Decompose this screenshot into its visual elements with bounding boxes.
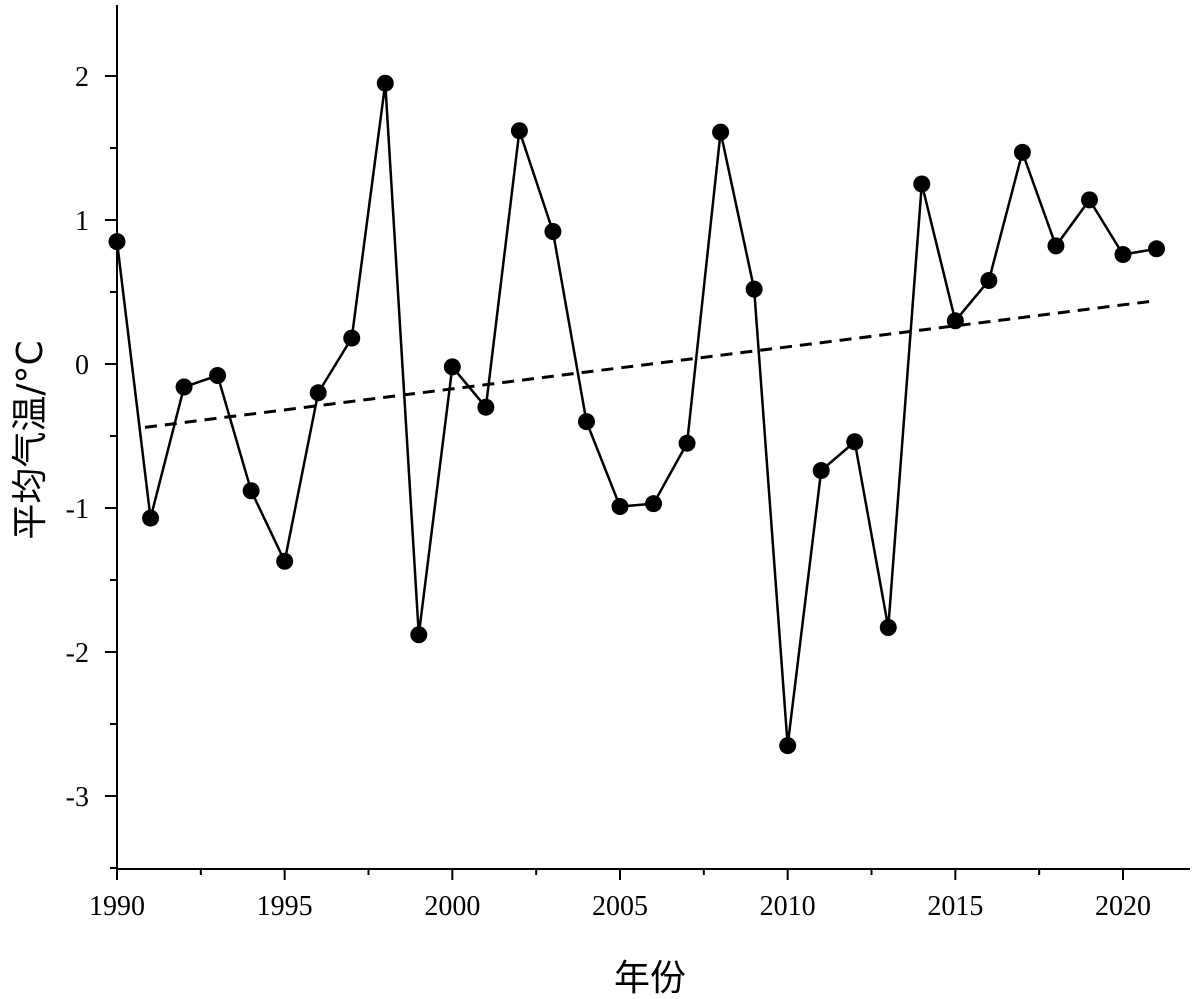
data-point: [343, 329, 361, 347]
x-tick-label: 2020: [1095, 891, 1151, 922]
data-point: [209, 367, 227, 385]
data-point: [678, 434, 696, 452]
data-point: [544, 223, 562, 241]
data-point: [242, 482, 260, 500]
data-point: [410, 626, 428, 644]
axes: [116, 5, 1190, 870]
data-point: [745, 280, 763, 298]
data-point: [779, 737, 797, 755]
data-point: [879, 619, 897, 637]
data-point: [276, 552, 294, 570]
y-axis-title: 平均气温/°C: [10, 340, 51, 539]
x-axis-title: 年份: [614, 958, 686, 999]
y-tick-label: -1: [66, 494, 89, 525]
series-layer: [108, 74, 1166, 755]
y-tick-label: -2: [66, 638, 89, 669]
data-point: [1080, 191, 1098, 209]
y-tick-label: -3: [66, 782, 89, 813]
data-point: [376, 74, 394, 92]
data-point: [142, 509, 160, 527]
data-point: [611, 498, 629, 516]
data-point: [1013, 143, 1031, 161]
x-tick-label: 2015: [927, 891, 983, 922]
data-point: [309, 384, 327, 402]
data-point: [1047, 237, 1065, 255]
data-point: [913, 175, 931, 193]
data-point: [577, 413, 595, 431]
data-point: [108, 233, 126, 251]
data-point: [175, 378, 193, 396]
tick-labels: 1990 1995 2000 2005 2010 2015 2020 2 1 0 -1 -2 -3: [66, 62, 1151, 922]
series-line: [115, 83, 1157, 746]
data-point: [1148, 240, 1166, 258]
x-tick-label: 2010: [760, 891, 816, 922]
x-tick-label: 2000: [424, 891, 480, 922]
data-point: [1114, 246, 1132, 264]
data-point: [477, 398, 495, 416]
trend-line: [144, 299, 1157, 429]
data-point: [946, 312, 964, 330]
data-point: [510, 122, 528, 140]
x-tick-label: 2005: [592, 891, 648, 922]
x-tick-label: 1990: [89, 891, 145, 922]
data-point: [645, 495, 663, 513]
data-point: [443, 358, 461, 376]
ticks: [105, 75, 1124, 880]
data-point: [712, 123, 730, 141]
data-point: [812, 462, 830, 480]
y-tick-label: 2: [75, 62, 89, 93]
y-tick-label: 1: [75, 206, 89, 237]
data-point: [980, 271, 998, 289]
data-point: [846, 433, 864, 451]
x-tick-label: 1995: [257, 891, 313, 922]
y-tick-label: 0: [75, 350, 89, 381]
